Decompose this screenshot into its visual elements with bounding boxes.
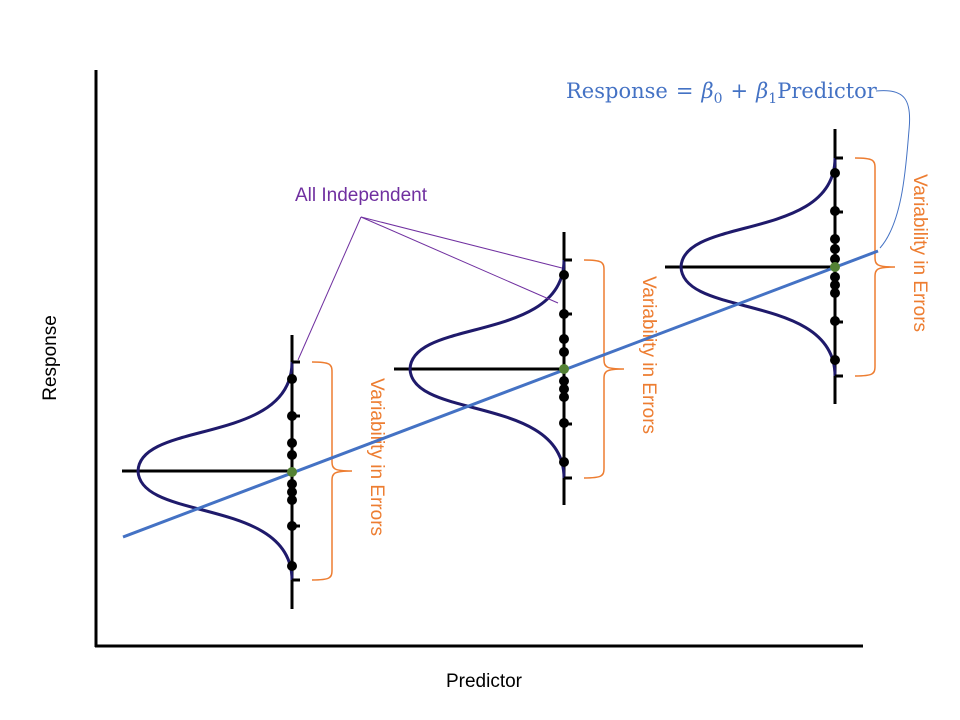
group-1-mean-point — [287, 467, 297, 477]
group-2-bell-curve — [408, 259, 566, 479]
group-3-variability-label: Variability in Errors — [909, 174, 930, 332]
group-1: Variability in Errors — [122, 335, 387, 609]
independence-label: All Independent — [295, 185, 428, 206]
group-1-bell-curve — [136, 361, 294, 581]
group-2: Variability in Errors — [394, 232, 659, 505]
group-3-data-points — [830, 168, 840, 365]
group-3-bell-curve — [679, 157, 837, 377]
equation-connector — [875, 90, 911, 249]
group-2-data-points — [559, 270, 569, 467]
y-axis-label: Response — [40, 315, 61, 401]
group-1-variability-brace — [311, 361, 353, 581]
group-1-data-points — [287, 374, 297, 571]
regression-equation: Response = β0 + β1Predictor — [566, 79, 878, 107]
group-3: Variability in Errors — [665, 129, 930, 404]
x-axis-label: Predictor — [446, 671, 523, 692]
group-2-mean-point — [559, 364, 569, 374]
group-3-variability-brace — [854, 157, 896, 377]
independence-connector-lines — [297, 216, 563, 361]
regression-line — [122, 249, 879, 539]
group-1-variability-label: Variability in Errors — [366, 378, 387, 536]
group-2-variability-label: Variability in Errors — [638, 276, 659, 434]
group-3-mean-point — [830, 262, 840, 272]
group-2-variability-brace — [583, 259, 625, 479]
